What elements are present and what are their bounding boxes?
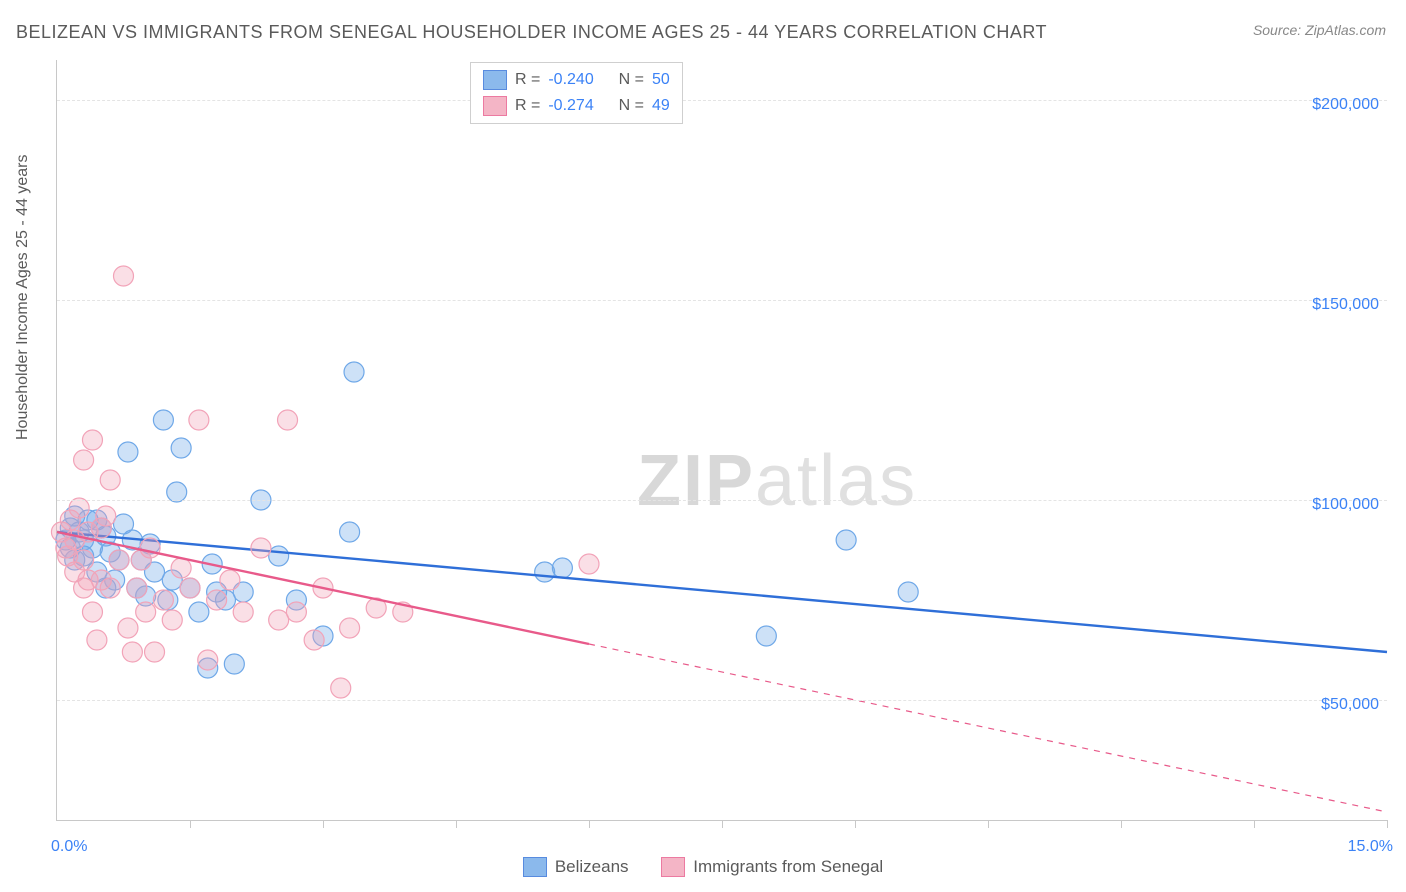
legend-swatch-0 [523,857,547,877]
data-point [87,630,107,650]
grid-line [57,700,1387,701]
legend-stats: R = -0.240 N = 50 R = -0.274 N = 49 [470,62,683,124]
data-point [189,602,209,622]
data-point [145,642,165,662]
data-point [167,482,187,502]
data-point [898,582,918,602]
data-point [153,590,173,610]
r-label: R = [515,71,540,89]
chart-container: BELIZEAN VS IMMIGRANTS FROM SENEGAL HOUS… [0,0,1406,892]
data-point [114,514,134,534]
n-label: N = [619,71,644,89]
x-tick-label: 0.0% [51,838,87,856]
data-point [122,642,142,662]
x-tick [722,820,723,828]
x-tick [1121,820,1122,828]
data-point [136,602,156,622]
data-point [100,470,120,490]
x-tick [190,820,191,828]
x-tick [1387,820,1388,828]
data-point [171,558,191,578]
x-tick [456,820,457,828]
chart-svg [57,60,1387,820]
data-point [114,266,134,286]
data-point [78,570,98,590]
x-tick [323,820,324,828]
data-point [340,522,360,542]
data-point [162,610,182,630]
grid-line [57,300,1387,301]
data-point [58,546,78,566]
x-tick [988,820,989,828]
data-point [82,602,102,622]
data-point [304,630,324,650]
grid-line [57,500,1387,501]
data-point [836,530,856,550]
source-attribution: Source: ZipAtlas.com [1253,22,1386,38]
x-tick [1254,820,1255,828]
data-point [118,442,138,462]
data-point [198,650,218,670]
data-point [224,654,244,674]
legend-series: Belizeans Immigrants from Senegal [0,857,1406,882]
data-point [340,618,360,638]
data-point [269,610,289,630]
x-tick [855,820,856,828]
r-value-1: -0.274 [548,97,593,115]
data-point [331,678,351,698]
data-point [69,498,89,518]
data-point [109,550,129,570]
legend-item-1: Immigrants from Senegal [661,857,883,877]
data-point [96,506,116,526]
data-point [344,362,364,382]
data-point [278,410,298,430]
legend-item-0: Belizeans [523,857,629,877]
n-label: N = [619,97,644,115]
data-point [180,578,200,598]
n-value-1: 49 [652,97,670,115]
legend-label-1: Immigrants from Senegal [693,857,883,877]
plot-area: ZIPatlas $50,000$100,000$150,000$200,000… [56,60,1387,821]
legend-swatch-series-0 [483,70,507,90]
data-point [74,450,94,470]
data-point [233,602,253,622]
legend-stats-row: R = -0.240 N = 50 [483,67,670,93]
r-label: R = [515,97,540,115]
grid-line [57,100,1387,101]
data-point [220,570,240,590]
data-point [171,438,191,458]
data-point [286,602,306,622]
data-point [756,626,776,646]
data-point [579,554,599,574]
data-point [552,558,572,578]
n-value-0: 50 [652,71,670,89]
legend-label-0: Belizeans [555,857,629,877]
data-point [100,578,120,598]
data-point [82,430,102,450]
data-point [269,546,289,566]
legend-stats-row: R = -0.274 N = 49 [483,93,670,119]
x-tick-label: 15.0% [1348,838,1393,856]
r-value-0: -0.240 [548,71,593,89]
legend-swatch-1 [661,857,685,877]
data-point [189,410,209,430]
data-point [153,410,173,430]
chart-title: BELIZEAN VS IMMIGRANTS FROM SENEGAL HOUS… [16,22,1047,43]
data-point [535,562,555,582]
data-point [118,618,138,638]
data-point [127,578,147,598]
x-tick [589,820,590,828]
legend-swatch-series-1 [483,96,507,116]
regression-line-extrapolated [589,644,1387,812]
data-point [140,538,160,558]
data-point [251,538,271,558]
y-axis-title: Householder Income Ages 25 - 44 years [14,155,32,441]
data-point [207,590,227,610]
